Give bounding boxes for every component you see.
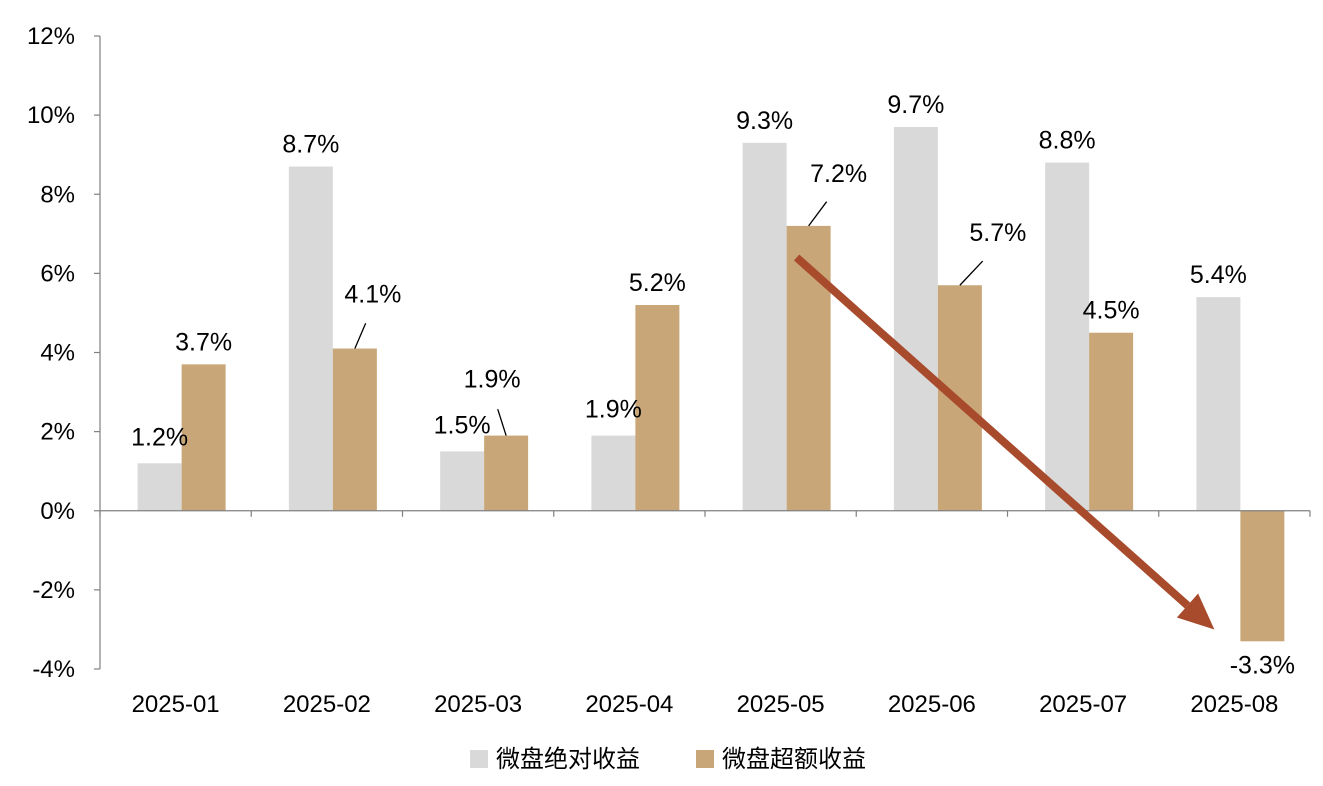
bar-s1-2025-05 [742, 142, 787, 511]
legend-swatch-1 [470, 750, 488, 768]
x-tick-label: 2025-05 [737, 691, 825, 718]
data-label-s1-2025-05: 9.3% [736, 107, 793, 135]
label-leader-line [959, 260, 984, 286]
data-label-s1-2025-04: 1.9% [585, 396, 642, 424]
bar-s1-2025-01 [137, 463, 182, 511]
bar-s1-2025-04 [591, 435, 636, 511]
data-label-s1-2025-02: 8.7% [282, 131, 339, 159]
x-tick-label: 2025-07 [1039, 691, 1127, 718]
label-leader-line [497, 408, 507, 436]
data-label-s2-2025-01: 3.7% [175, 328, 232, 356]
x-tick-label: 2025-08 [1190, 691, 1278, 718]
bar-s1-2025-08 [1196, 297, 1241, 511]
bar-s2-2025-02 [332, 348, 377, 511]
data-label-s2-2025-02: 4.1% [344, 281, 401, 309]
x-tick-label: 2025-04 [585, 691, 673, 718]
data-labels-layer: 1.2% 8.7% 1.5% 1.9% 9.3% 9.7% 8.8% 5.4% 3.7% 4.1%… [131, 91, 1295, 679]
bar-s2-2025-01 [181, 364, 226, 511]
trend-arrow-head [1176, 593, 1215, 630]
y-tick-label: 6% [40, 260, 75, 287]
data-label-s1-2025-06: 9.7% [887, 91, 944, 119]
bar-s2-2025-04 [635, 305, 680, 511]
axes-layer: -4% -2% 0% 2% 4% 6% 8% 10% 12% 2025-01 2025-02 2025… [27, 23, 1311, 718]
bar-s1-2025-07 [1045, 162, 1090, 511]
data-label-s2-2025-08: -3.3% [1230, 651, 1295, 679]
bar-s1-2025-06 [893, 126, 938, 511]
label-leader-line [808, 201, 828, 227]
y-tick-label: -2% [32, 577, 75, 604]
x-tick-label: 2025-01 [132, 691, 220, 718]
data-label-s2-2025-07: 4.5% [1083, 297, 1140, 325]
x-tick-label: 2025-06 [888, 691, 976, 718]
trend-arrow-shaft [793, 254, 1191, 609]
bars-layer [137, 126, 1285, 642]
legend-label-2: 微盘超额收益 [722, 746, 866, 773]
x-tick-label: 2025-02 [283, 691, 371, 718]
y-tick-label: 4% [40, 340, 75, 367]
legend-label-1: 微盘绝对收益 [496, 746, 640, 773]
bar-s2-2025-08 [1240, 510, 1285, 642]
y-tick-label: 2% [40, 419, 75, 446]
bar-s2-2025-03 [484, 435, 529, 511]
legend-swatch-2 [696, 750, 714, 768]
data-label-s2-2025-06: 5.7% [969, 219, 1026, 247]
trend-arrow-layer [793, 254, 1215, 630]
y-tick-label: 10% [27, 102, 75, 129]
data-label-s2-2025-03: 1.9% [464, 366, 521, 394]
bar-s1-2025-02 [288, 166, 333, 511]
label-leader-line [354, 322, 367, 349]
data-label-s1-2025-01: 1.2% [131, 423, 188, 451]
data-label-s2-2025-05: 7.2% [810, 160, 867, 188]
data-label-s1-2025-08: 5.4% [1190, 261, 1247, 289]
x-tick-label: 2025-03 [434, 691, 522, 718]
legend: 微盘绝对收益 微盘超额收益 [470, 746, 866, 773]
bar-s2-2025-07 [1089, 332, 1134, 511]
data-label-s1-2025-03: 1.5% [434, 411, 491, 439]
y-tick-label: 0% [40, 498, 75, 525]
bar-s1-2025-03 [440, 451, 485, 511]
y-tick-label: -4% [32, 656, 75, 683]
data-label-s1-2025-07: 8.8% [1039, 127, 1096, 155]
y-tick-label: 8% [40, 181, 75, 208]
y-tick-label: 12% [27, 23, 75, 50]
data-label-s2-2025-04: 5.2% [629, 269, 686, 297]
